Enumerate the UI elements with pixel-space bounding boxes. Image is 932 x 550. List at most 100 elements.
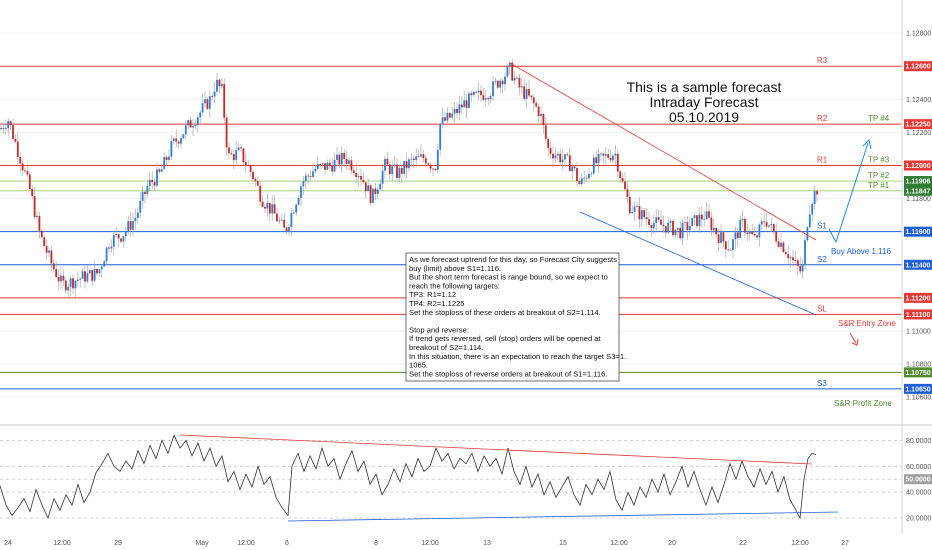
candle-body-262 (628, 196, 631, 214)
price-tag-bg-4 (904, 176, 932, 187)
candle-body-10 (24, 170, 26, 172)
candle-body-124 (297, 197, 300, 205)
candle-body-247 (592, 157, 595, 174)
candle-body-148 (355, 173, 358, 177)
candle-body-324 (777, 241, 780, 247)
candle-body-24 (57, 277, 60, 282)
candle-body-26 (62, 275, 65, 281)
candle-body-110 (264, 206, 266, 209)
candle-body-155 (372, 188, 374, 203)
candle-body-154 (369, 185, 372, 203)
candle-body-286 (686, 222, 689, 231)
candle-body-103 (247, 164, 250, 166)
price-tag-bg-11 (904, 367, 932, 378)
candle-body-127 (304, 175, 307, 182)
candle-body-106 (254, 179, 257, 182)
level-label-12: S3 (817, 379, 827, 388)
candle-body-54 (129, 221, 132, 230)
candle-body-223 (535, 103, 538, 107)
candle-body-245 (588, 174, 590, 179)
level-label-1: R2 (817, 114, 828, 123)
candle-body-327 (784, 251, 787, 255)
candle-body-183 (439, 123, 442, 150)
candle-body-173 (415, 156, 418, 161)
candle-body-142 (340, 152, 343, 165)
candle-body-45 (108, 247, 110, 249)
candle-body-18 (43, 237, 46, 247)
candle-body-279 (669, 220, 672, 223)
candle-body-109 (261, 201, 264, 207)
time-tick-12: 22 (739, 540, 747, 547)
candle-body-220 (528, 89, 530, 96)
candle-body-302 (724, 241, 727, 250)
candle-body-52 (124, 231, 127, 237)
candle-body-161 (386, 158, 389, 165)
candle-body-296 (710, 217, 713, 231)
candle-body-60 (144, 191, 146, 194)
time-tick-6: 8 (374, 540, 378, 547)
candle-body-336 (806, 227, 809, 241)
candle-body-192 (460, 104, 463, 108)
candle-body-153 (367, 185, 370, 192)
candle-body-88 (211, 96, 214, 98)
candle-body-156 (374, 188, 377, 195)
candle-body-98 (235, 150, 238, 161)
candle-body-82 (196, 117, 199, 125)
note-line-4: TP3: R1=1.12 (409, 290, 456, 299)
candle-body-27 (64, 280, 67, 291)
candle-body-13 (31, 188, 34, 197)
candle-body-5 (12, 125, 14, 139)
candle-body-194 (465, 100, 468, 108)
candle-body-3 (7, 121, 10, 129)
candle-body-166 (398, 167, 401, 178)
candle-body-137 (328, 162, 331, 166)
candle-body-139 (333, 159, 336, 172)
candle-body-181 (434, 168, 437, 171)
candle-body-171 (410, 158, 413, 160)
candle-body-0 (0, 127, 2, 130)
reverse-down-arrowhead (851, 338, 859, 346)
candle-body-20 (48, 250, 50, 253)
candle-body-316 (758, 224, 761, 238)
candle-body-69 (165, 157, 168, 160)
rsi-line (0, 434, 817, 520)
candle-body-135 (324, 163, 326, 170)
candle-body-250 (600, 153, 602, 155)
candle-body-264 (633, 206, 636, 212)
candle-body-79 (189, 120, 192, 128)
candle-body-258 (619, 171, 622, 179)
candle-body-323 (775, 231, 778, 242)
candle-body-221 (530, 95, 533, 98)
note-line-13: Set the stoploss of reverse orders at br… (409, 369, 607, 378)
candle-body-108 (259, 185, 262, 202)
candle-body-107 (256, 181, 259, 186)
level-label-4: TP #2 (868, 171, 890, 180)
candle-body-309 (741, 218, 744, 220)
price-tag-0: 1.12600 (905, 64, 930, 71)
candle-body-206 (494, 80, 497, 82)
candle-body-249 (597, 154, 600, 164)
candle-body-33 (79, 278, 82, 280)
candle-body-122 (292, 212, 295, 214)
candle-body-37 (88, 270, 91, 274)
candle-body-72 (172, 138, 175, 141)
price-tick-10: 1.10800 (906, 362, 931, 369)
rsi-tick-0: 80.0000 (906, 438, 931, 445)
candle-body-295 (708, 211, 710, 218)
candle-body-211 (506, 66, 509, 77)
candle-body-248 (595, 157, 598, 164)
candle-body-160 (384, 158, 386, 171)
rsi-resistance-line (179, 434, 813, 465)
candle-body-9 (21, 163, 24, 171)
candle-body-112 (268, 202, 271, 214)
level-label-10: SL (817, 304, 827, 313)
candle-body-276 (662, 224, 665, 227)
candle-body-225 (540, 113, 542, 117)
candle-body-115 (276, 213, 278, 222)
candle-body-131 (314, 168, 317, 172)
candle-body-31 (74, 280, 77, 289)
candle-body-239 (573, 166, 576, 169)
candle-body-90 (216, 79, 218, 92)
rsi-tick-4: 20.0000 (906, 516, 931, 523)
profit-zone-label: S&R Profit Zone (834, 399, 892, 408)
